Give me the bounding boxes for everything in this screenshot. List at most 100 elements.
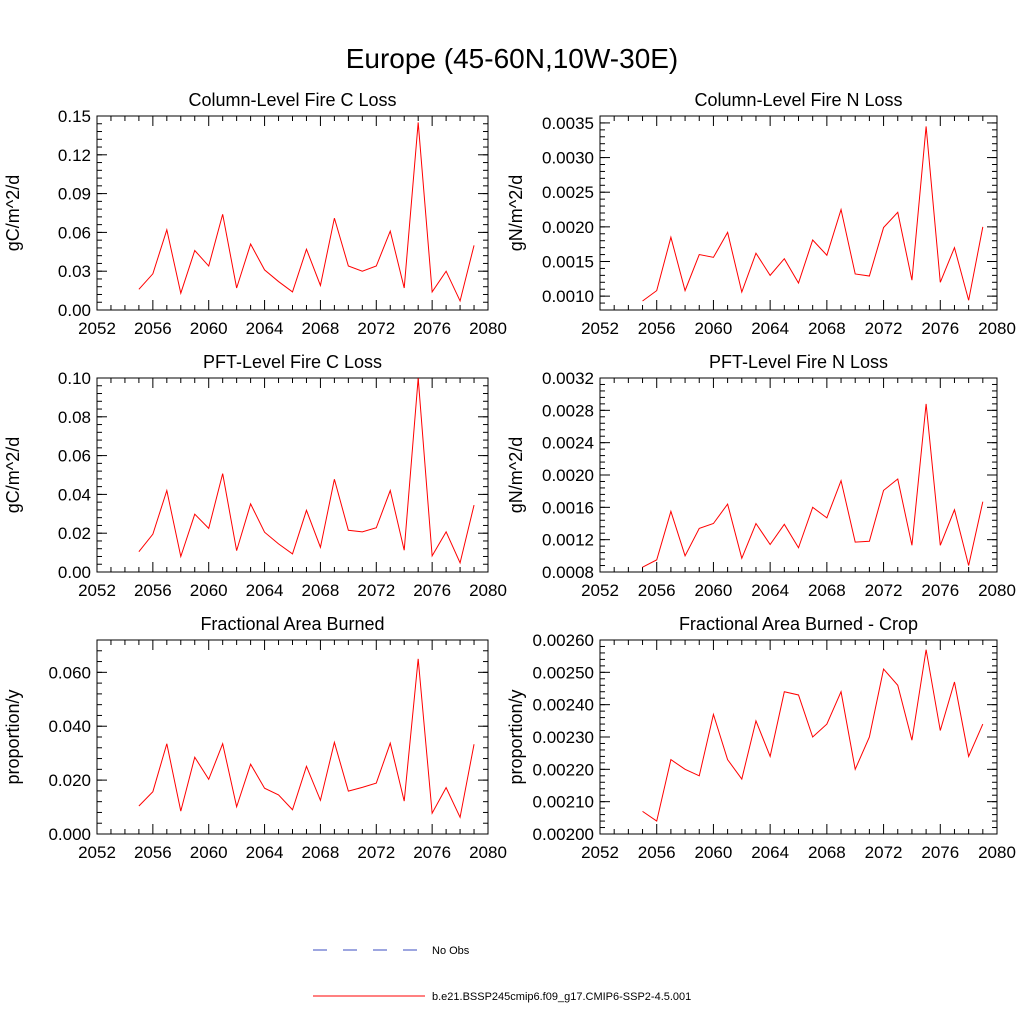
y-tick-label: 0.00240 [533,696,594,715]
y-tick-label: 0.00200 [533,825,594,844]
y-axis-label: gC/m^2/d [3,437,23,513]
x-tick-label: 2068 [808,319,846,338]
x-tick-label: 2068 [302,843,340,862]
chart-panel: Fractional Area Burned 2052 2056 2060 2064 20… [3,614,507,862]
x-tick-label: 2056 [134,319,172,338]
x-tick-label: 2072 [865,843,903,862]
x-tick-label: 2060 [695,581,733,600]
series-line [138,378,475,565]
series-line [138,122,475,303]
x-tick-label: 2064 [751,581,789,600]
y-tick-label: 0.0015 [542,253,594,272]
y-tick-label: 0.0012 [542,531,594,550]
x-tick-label: 2072 [865,319,903,338]
x-tick-label: 2060 [190,581,228,600]
series-line [642,649,984,822]
y-axis-label: gC/m^2/d [3,175,23,251]
x-tick-label: 2052 [581,581,619,600]
y-axis-label: gN/m^2/d [506,437,526,513]
y-tick-label: 0.0020 [542,466,594,485]
legend-label: b.e21.BSSP245cmip6.f09_g17.CMIP6-SSP2-4.… [432,991,691,1003]
x-tick-label: 2064 [246,319,284,338]
y-tick-label: 0.00260 [533,631,594,650]
y-tick-label: 0.06 [58,223,91,242]
y-tick-label: 0.060 [48,663,91,682]
series-line [642,403,984,568]
x-tick-label: 2076 [413,581,451,600]
chart-panel: Fractional Area Burned - Crop 2052 2056 206… [506,614,1016,862]
y-tick-label: 0.0032 [542,369,594,388]
x-tick-label: 2064 [246,843,284,862]
y-tick-label: 0.12 [58,146,91,165]
x-tick-label: 2072 [865,581,903,600]
chart-panels: Column-Level Fire C Loss 2052 2056 2060 2064… [3,90,1016,862]
x-tick-label: 2076 [921,843,959,862]
y-tick-label: 0.00220 [533,760,594,779]
x-tick-label: 2052 [581,319,619,338]
x-tick-label: 2052 [78,581,116,600]
chart-panel: PFT-Level Fire C Loss 2052 2056 2060 2064 206… [3,352,507,600]
x-tick-label: 2072 [357,843,395,862]
y-tick-label: 0.06 [58,447,91,466]
y-tick-label: 0.0008 [542,563,594,582]
legend: No Obs b.e21.BSSP245cmip6.f09_g17.CMIP6-S… [313,945,691,1003]
y-tick-label: 0.09 [58,185,91,204]
x-tick-label: 2060 [695,843,733,862]
x-tick-label: 2052 [78,843,116,862]
legend-label: No Obs [432,945,470,957]
y-tick-label: 0.04 [58,485,91,504]
x-tick-label: 2060 [190,843,228,862]
series-line [138,658,475,819]
x-tick-label: 2080 [978,581,1016,600]
plot-frame [96,639,489,835]
y-tick-label: 0.03 [58,262,91,281]
x-tick-label: 2080 [978,319,1016,338]
y-tick-label: 0.000 [48,825,91,844]
x-tick-label: 2076 [921,581,959,600]
x-tick-label: 2068 [302,581,340,600]
y-tick-label: 0.0028 [542,401,594,420]
y-tick-label: 0.02 [58,524,91,543]
plot-frame [599,377,998,573]
x-tick-label: 2076 [413,319,451,338]
y-tick-label: 0.0020 [542,218,594,237]
plot-frame [96,377,489,573]
y-tick-label: 0.00230 [533,728,594,747]
x-tick-label: 2056 [638,319,676,338]
y-tick-label: 0.00 [58,301,91,320]
panel-title: Column-Level Fire N Loss [694,90,902,110]
x-tick-label: 2076 [921,319,959,338]
series-line [642,126,984,302]
x-tick-label: 2072 [357,319,395,338]
y-axis-label: proportion/y [3,689,23,784]
y-tick-label: 0.040 [48,717,91,736]
y-axis-label: proportion/y [506,689,526,784]
figure-title: Europe (45-60N,10W-30E) [346,43,679,74]
x-tick-label: 2068 [808,581,846,600]
x-tick-label: 2068 [808,843,846,862]
x-tick-label: 2080 [978,843,1016,862]
y-tick-label: 0.00210 [533,793,594,812]
x-tick-label: 2056 [638,581,676,600]
y-tick-label: 0.0025 [542,183,594,202]
x-tick-label: 2060 [695,319,733,338]
x-tick-label: 2060 [190,319,228,338]
x-tick-label: 2052 [581,843,619,862]
panel-title: Fractional Area Burned - Crop [679,614,918,634]
x-tick-label: 2068 [302,319,340,338]
y-tick-label: 0.0010 [542,287,594,306]
panel-title: PFT-Level Fire C Loss [203,352,382,372]
x-tick-label: 2072 [357,581,395,600]
chart-panel: Column-Level Fire N Loss 2052 2056 2060 2064… [506,90,1016,338]
y-tick-label: 0.00 [58,563,91,582]
y-tick-label: 0.00250 [533,663,594,682]
y-tick-label: 0.0030 [542,149,594,168]
x-tick-label: 2080 [469,843,507,862]
x-tick-label: 2080 [469,581,507,600]
y-axis-label: gN/m^2/d [506,175,526,251]
plot-frame [96,115,489,311]
y-tick-label: 0.15 [58,107,91,126]
chart-panel: Column-Level Fire C Loss 2052 2056 2060 2064… [3,90,507,338]
panel-title: Column-Level Fire C Loss [188,90,396,110]
